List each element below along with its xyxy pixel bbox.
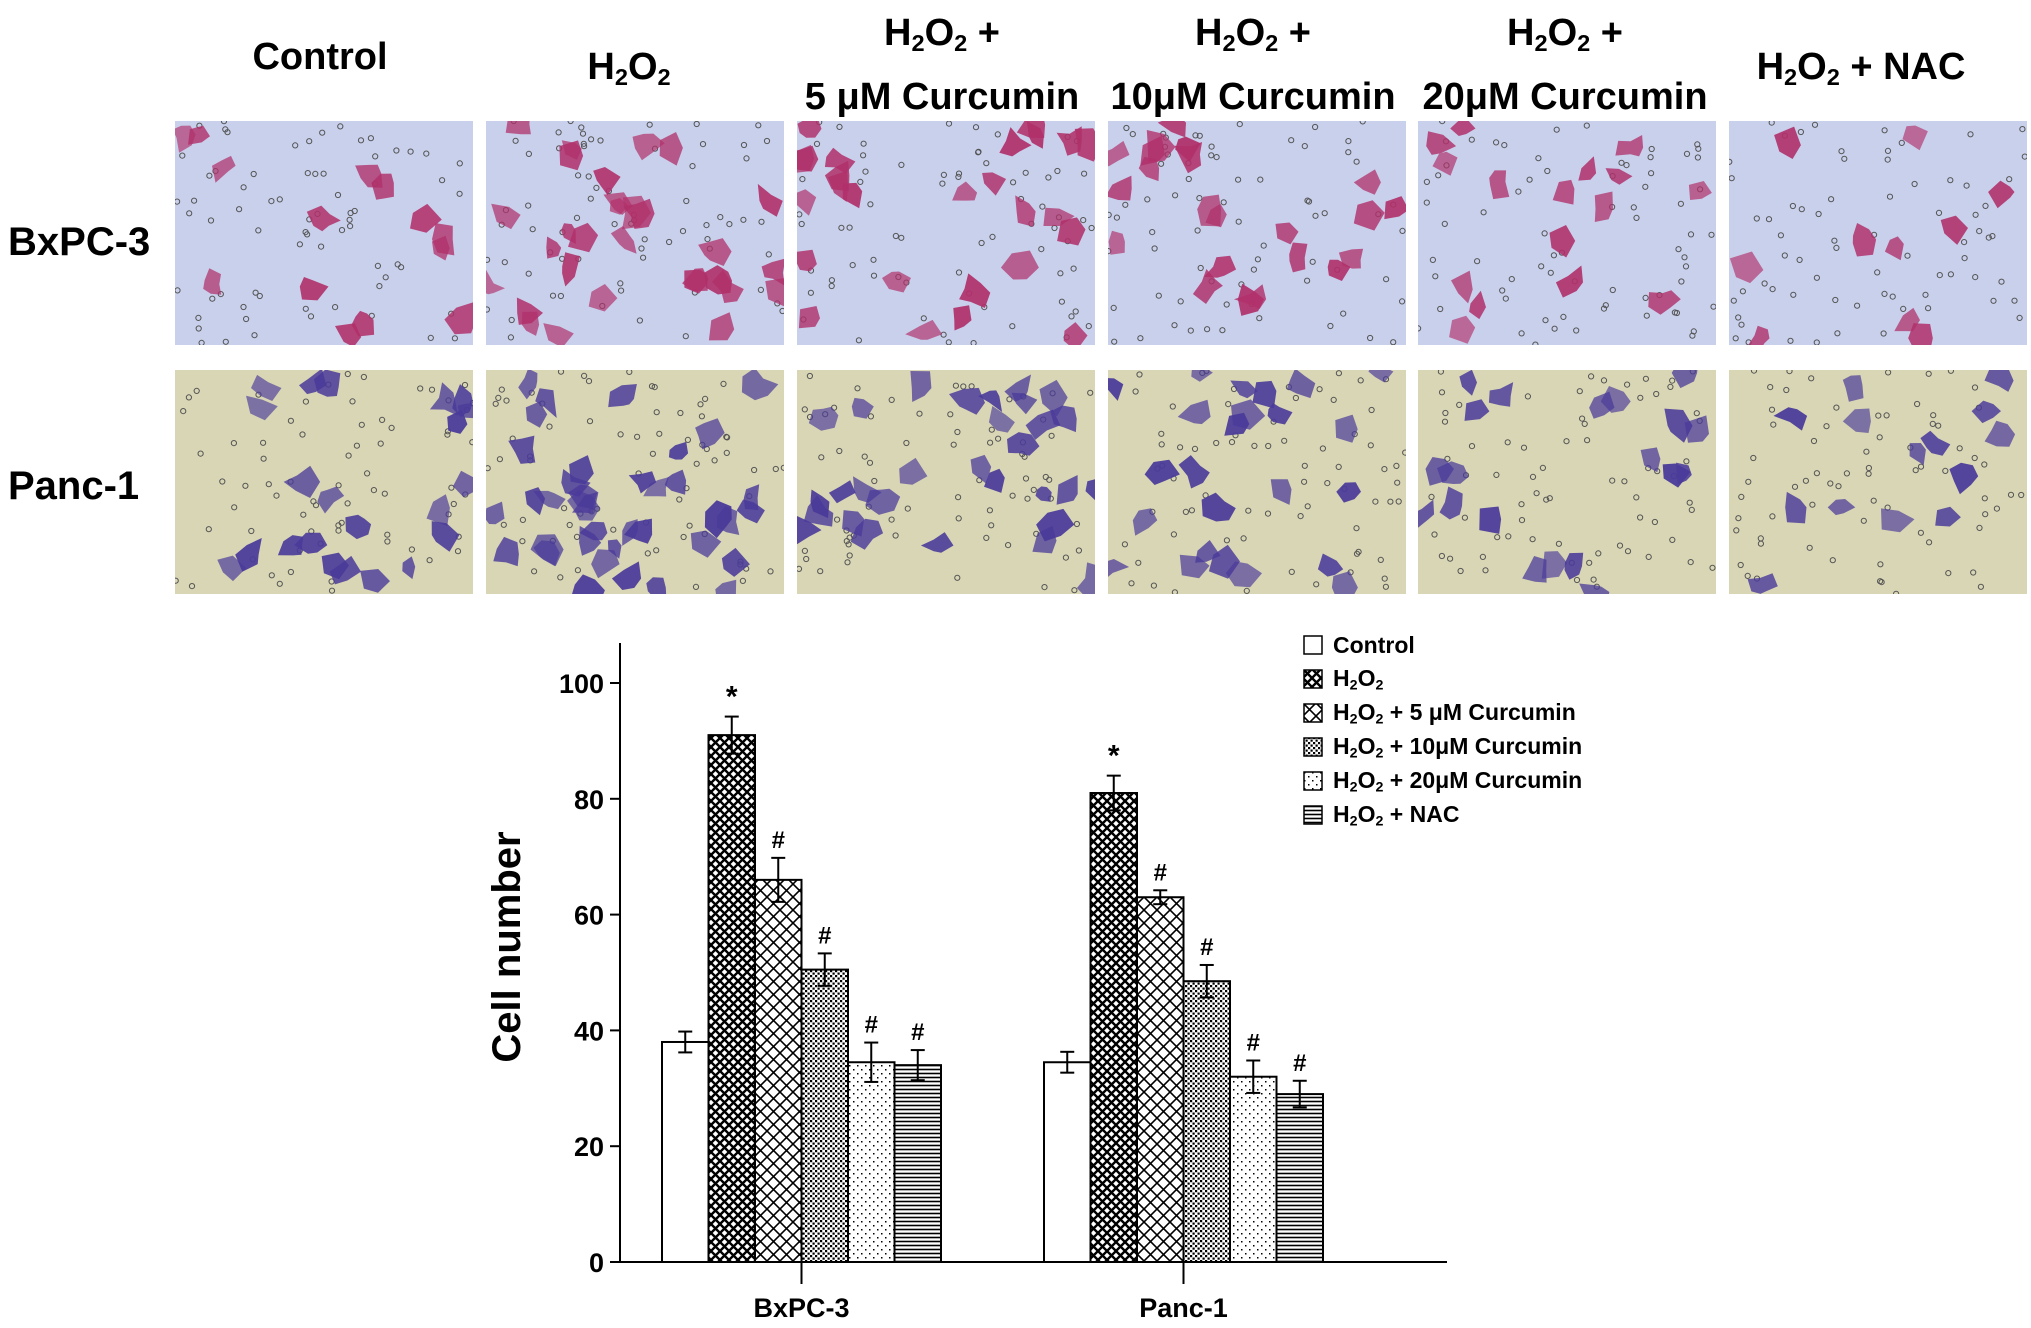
micrograph-panc-1-1 xyxy=(486,370,784,594)
legend-label: H2O2 + 10μM Curcumin xyxy=(1333,732,1583,762)
y-tick-label: 20 xyxy=(574,1132,604,1162)
micrograph-panc-1-2 xyxy=(797,370,1095,594)
micrograph-bxpc-3-4 xyxy=(1418,121,1716,345)
y-axis-label: Cell number xyxy=(485,831,529,1062)
legend-label: H2O2 xyxy=(1333,664,1384,694)
bar xyxy=(707,734,756,1263)
bar xyxy=(893,1064,942,1264)
column-header-text: Control xyxy=(252,36,388,78)
legend-item: H2O2 xyxy=(1303,662,1582,696)
significance-marker: * xyxy=(726,681,738,714)
column-header-line1: H2O2 + xyxy=(1195,12,1311,56)
legend-label: H2O2 + 20μM Curcumin xyxy=(1333,766,1583,796)
legend-label: H2O2 + NAC xyxy=(1333,800,1460,830)
row-label-panc1: Panc-1 xyxy=(8,464,140,508)
micrograph-bxpc-3-0 xyxy=(175,121,473,345)
significance-marker: # xyxy=(911,1019,924,1046)
legend-swatch xyxy=(1303,771,1323,791)
column-header-line2: 20μM Curcumin xyxy=(1422,75,1708,118)
bar xyxy=(1089,792,1138,1263)
column-header-20um: H2O2 + 20μM Curcumin xyxy=(1400,6,1730,124)
bar xyxy=(661,1040,710,1263)
bar xyxy=(800,968,849,1263)
micrograph-panc-1-4 xyxy=(1418,370,1716,594)
bar xyxy=(1136,896,1185,1263)
y-tick-label: 100 xyxy=(559,669,604,699)
significance-marker: * xyxy=(1108,740,1120,773)
micrograph-panc-1-3 xyxy=(1108,370,1406,594)
column-header-text: H2O2 xyxy=(587,46,671,90)
micrograph-bxpc-3-5 xyxy=(1729,121,2027,345)
bar xyxy=(1043,1061,1092,1263)
micrograph-panc-1-5 xyxy=(1729,370,2027,594)
legend-label: H2O2 + 5 μM Curcumin xyxy=(1333,698,1576,728)
significance-marker: # xyxy=(1247,1030,1260,1057)
y-tick-label: 40 xyxy=(574,1016,604,1046)
legend-label: Control xyxy=(1333,631,1415,658)
micrograph-bxpc-3-3 xyxy=(1108,121,1406,345)
column-header-5um: H2O2 + 5 μM Curcumin xyxy=(777,6,1107,124)
y-tick-label: 0 xyxy=(589,1248,604,1278)
significance-marker: # xyxy=(1293,1050,1306,1077)
column-header-text: H2O2 + NAC xyxy=(1756,46,1966,90)
legend-item: H2O2 + 10μM Curcumin xyxy=(1303,730,1582,764)
row-label-bxpc3: BxPC-3 xyxy=(8,220,151,264)
column-header-line2: 10μM Curcumin xyxy=(1110,75,1396,118)
chart-legend: Control H2O2 H2O2 + 5 μM Curcumin H2O2 + 10… xyxy=(1303,628,1582,832)
legend-item: Control xyxy=(1303,628,1582,662)
significance-marker: # xyxy=(865,1012,878,1039)
legend-swatch xyxy=(1303,635,1323,655)
column-header-10um: H2O2 + 10μM Curcumin xyxy=(1088,6,1418,124)
x-tick-label: Panc-1 xyxy=(1139,1293,1228,1323)
column-header-nac: H2O2 + NAC xyxy=(1696,40,2026,104)
significance-marker: # xyxy=(772,827,785,854)
significance-marker: # xyxy=(1154,859,1167,886)
micrograph-panc-1-0 xyxy=(175,370,473,594)
significance-marker: # xyxy=(1200,934,1213,961)
micrograph-bxpc-3-2 xyxy=(797,121,1095,345)
legend-item: H2O2 + 5 μM Curcumin xyxy=(1303,696,1582,730)
bar xyxy=(847,1061,896,1263)
micrograph-bxpc-3-1 xyxy=(486,121,784,345)
legend-item: H2O2 + 20μM Curcumin xyxy=(1303,764,1582,798)
chart-bars: * # # # # * # # # # xyxy=(661,681,1324,1264)
bar xyxy=(1182,980,1231,1263)
legend-swatch xyxy=(1303,669,1323,689)
column-header-line2: 5 μM Curcumin xyxy=(804,75,1080,118)
bar xyxy=(1275,1093,1324,1263)
significance-marker: # xyxy=(818,922,831,949)
column-header-control: Control xyxy=(155,30,485,84)
bar xyxy=(754,878,803,1263)
y-tick-label: 80 xyxy=(574,785,604,815)
column-header-line1: H2O2 + xyxy=(1507,12,1623,56)
legend-swatch xyxy=(1303,805,1323,825)
legend-swatch xyxy=(1303,737,1323,757)
column-header-line1: H2O2 + xyxy=(884,12,1000,56)
bar xyxy=(1229,1075,1278,1263)
column-header-h2o2: H2O2 xyxy=(464,40,794,104)
legend-swatch xyxy=(1303,703,1323,723)
x-tick-label: BxPC-3 xyxy=(753,1293,849,1323)
legend-item: H2O2 + NAC xyxy=(1303,798,1582,832)
y-tick-label: 60 xyxy=(574,901,604,931)
